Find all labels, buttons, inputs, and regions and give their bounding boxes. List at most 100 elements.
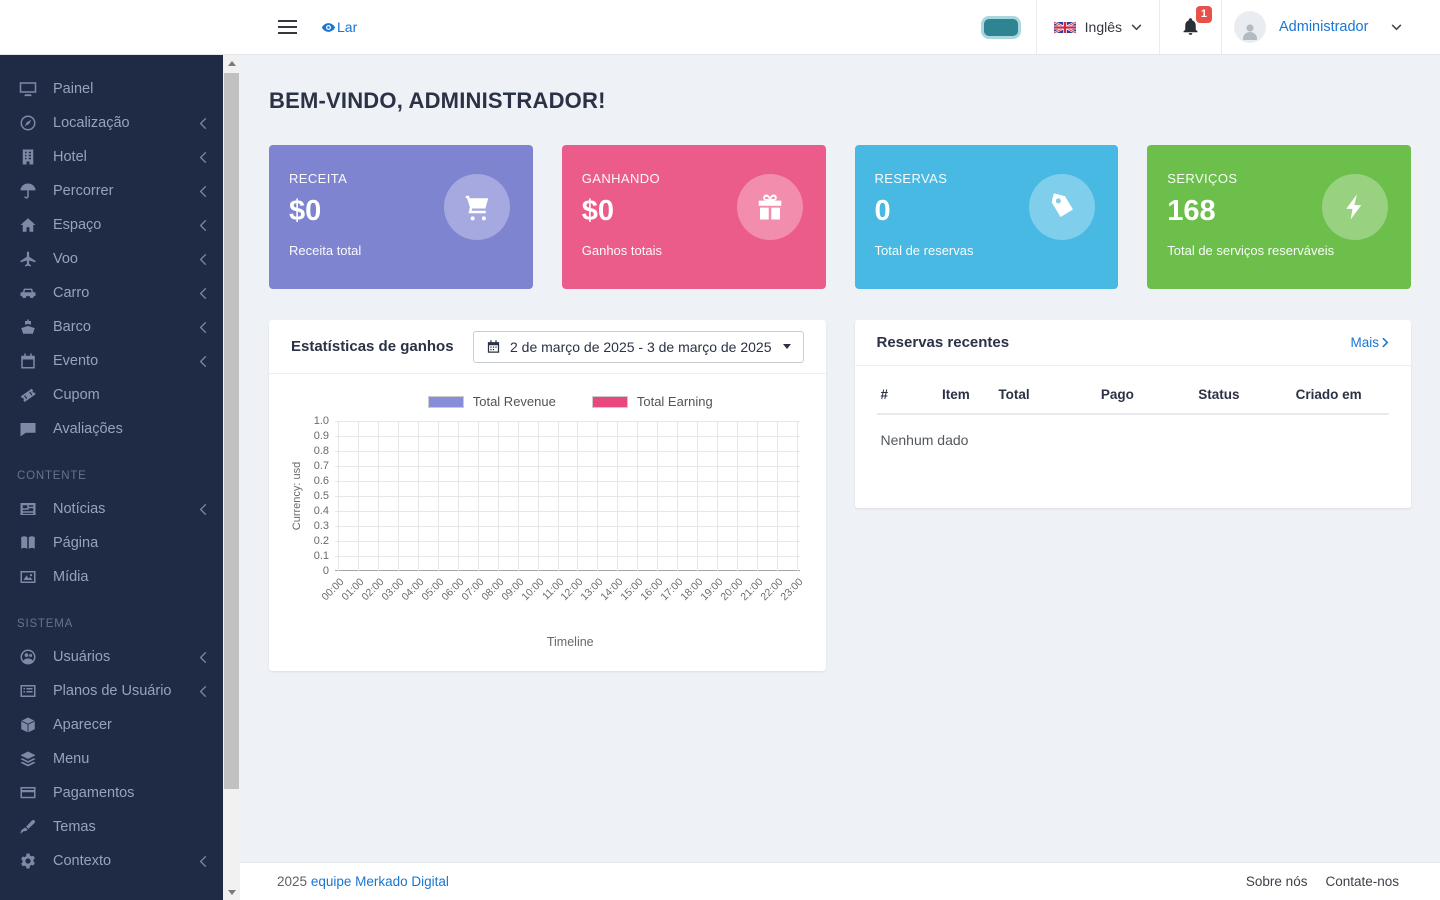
empty-table-message: Nenhum dado <box>880 432 969 448</box>
legend-label: Total Earning <box>636 394 713 409</box>
sidebar-item-noticias[interactable]: Notícias <box>0 492 223 526</box>
desktop-icon <box>17 80 39 98</box>
y-tick-label: 1.0 <box>313 415 329 427</box>
sidebar-item-midia[interactable]: Mídia <box>0 560 223 594</box>
stat-card-receita: RECEITA $0 Receita total <box>269 145 533 289</box>
sidebar-item-espaco[interactable]: Espaço <box>0 208 223 242</box>
sidebar-item-label: Hotel <box>53 149 87 165</box>
top-navbar: Lar Inglês 1 Ad <box>0 0 1440 55</box>
sidebar-item-voo[interactable]: Voo <box>0 242 223 276</box>
sidebar-item-contexto[interactable]: Contexto <box>0 844 223 878</box>
stat-caption: Ganhos totais <box>581 243 662 258</box>
earnings-chart-plot: 00:00 01:00 02:00 03:00 04:00 05:00 06:00 07:00… <box>319 421 805 603</box>
sidebar-item-avaliacoes[interactable]: Avaliações <box>0 412 223 446</box>
cube-icon <box>17 716 39 734</box>
gridline <box>438 421 439 571</box>
sidebar-item-label: Barco <box>53 319 91 335</box>
y-tick-label: 0 <box>322 565 329 577</box>
list-icon <box>17 682 39 700</box>
notifications-button[interactable]: 1 <box>1180 6 1212 38</box>
footer-link-sobre-nos[interactable]: Sobre nós <box>1245 874 1308 889</box>
car-icon <box>17 284 39 302</box>
more-link[interactable]: Mais <box>1350 335 1389 350</box>
gridline <box>335 436 800 437</box>
user-menu[interactable]: Administrador <box>1221 0 1440 54</box>
more-link-label: Mais <box>1350 335 1379 350</box>
sidebar-item-localizacao[interactable]: Localização <box>0 106 223 140</box>
scroll-down-button[interactable] <box>223 884 240 900</box>
chevron-right-icon <box>1382 337 1389 348</box>
stat-label: RESERVAS <box>874 171 948 186</box>
sidebar-item-pagina[interactable]: Página <box>0 526 223 560</box>
table-header-status: Status <box>1194 376 1292 415</box>
gridline <box>335 421 800 422</box>
footer-year: 2025 <box>277 874 308 889</box>
gridline <box>338 421 339 571</box>
sidebar-item-temas[interactable]: Temas <box>0 810 223 844</box>
scroll-up-button[interactable] <box>223 55 240 71</box>
earnings-chart: Total Revenue Total Earning Currency: usd… <box>269 374 826 671</box>
chevron-left-icon <box>199 287 207 300</box>
uk-flag-icon <box>1053 20 1076 35</box>
sidebar-section-header-contente: CONTENTE <box>17 470 87 482</box>
gridline <box>335 451 800 452</box>
comment-icon <box>17 420 39 438</box>
sidebar-item-label: Voo <box>53 251 78 267</box>
sidebar: Painel Localização Hotel Percorrer Espaço Voo… <box>0 55 240 900</box>
date-range-button[interactable]: 2 de março de 2025 - 3 de março de 2025 <box>472 330 804 363</box>
credit-card-icon <box>17 784 39 802</box>
footer-link-contate-nos[interactable]: Contate-nos <box>1325 874 1399 889</box>
ship-icon <box>17 318 39 336</box>
sidebar-toggle-button[interactable] <box>278 20 297 34</box>
home-icon <box>17 216 39 234</box>
recent-reservations-card: Reservas recentes Mais # Item Total Pago Sta… <box>854 320 1411 508</box>
sidebar-item-label: Usuários <box>53 649 111 665</box>
gridline <box>335 496 800 497</box>
gridline <box>478 421 479 571</box>
gridline <box>637 421 638 571</box>
page-title: BEM-VINDO, ADMINISTRADOR! <box>269 88 606 113</box>
y-tick-label: 0.5 <box>313 490 329 502</box>
table-header-pago: Pago <box>1096 376 1195 415</box>
stat-label: RECEITA <box>289 171 348 186</box>
sidebar-item-barco[interactable]: Barco <box>0 310 223 344</box>
scrollbar-thumb[interactable] <box>224 73 239 789</box>
gridline <box>518 421 519 571</box>
y-tick-label: 0.2 <box>313 535 329 547</box>
sidebar-item-carro[interactable]: Carro <box>0 276 223 310</box>
plane-icon <box>17 250 39 268</box>
table-header-num: # <box>876 376 938 415</box>
sidebar-item-planos-de-usuario[interactable]: Planos de Usuário <box>0 674 223 708</box>
gridline <box>335 570 800 571</box>
footer-credit-link[interactable]: equipe Merkado Digital <box>310 874 449 889</box>
table-header-item: Item <box>938 376 995 415</box>
sidebar-item-hotel[interactable]: Hotel <box>0 140 223 174</box>
sidebar-section-header-sistema: SISTEMA <box>17 618 74 630</box>
sidebar-item-aparecer[interactable]: Aparecer <box>0 708 223 742</box>
table-header-total: Total <box>994 376 1097 415</box>
users-icon <box>17 648 39 666</box>
sidebar-item-usuarios[interactable]: Usuários <box>0 640 223 674</box>
gridline <box>458 421 459 571</box>
sidebar-item-evento[interactable]: Evento <box>0 344 223 378</box>
sidebar-item-percorrer[interactable]: Percorrer <box>0 174 223 208</box>
sidebar-item-menu[interactable]: Menu <box>0 742 223 776</box>
main-content: BEM-VINDO, ADMINISTRADOR! RECEITA $0 Recei… <box>240 55 1440 862</box>
umbrella-icon <box>17 182 39 200</box>
sidebar-item-cupom[interactable]: Cupom <box>0 378 223 412</box>
chevron-left-icon <box>199 117 207 130</box>
home-link[interactable]: Lar <box>321 19 357 35</box>
chevron-left-icon <box>199 185 207 198</box>
language-selector[interactable]: Inglês <box>1035 0 1159 54</box>
gridline <box>657 421 658 571</box>
y-tick-label: 0.7 <box>313 460 329 472</box>
sidebar-item-painel[interactable]: Painel <box>0 72 223 106</box>
sidebar-item-label: Avaliações <box>53 421 123 437</box>
sidebar-item-pagamentos[interactable]: Pagamentos <box>0 776 223 810</box>
gridline <box>418 421 419 571</box>
sidebar-item-label: Cupom <box>53 387 100 403</box>
theme-toggle-switch[interactable] <box>980 15 1021 39</box>
eye-icon <box>321 20 336 35</box>
sidebar-scrollbar[interactable] <box>223 55 240 900</box>
image-icon <box>17 568 39 586</box>
